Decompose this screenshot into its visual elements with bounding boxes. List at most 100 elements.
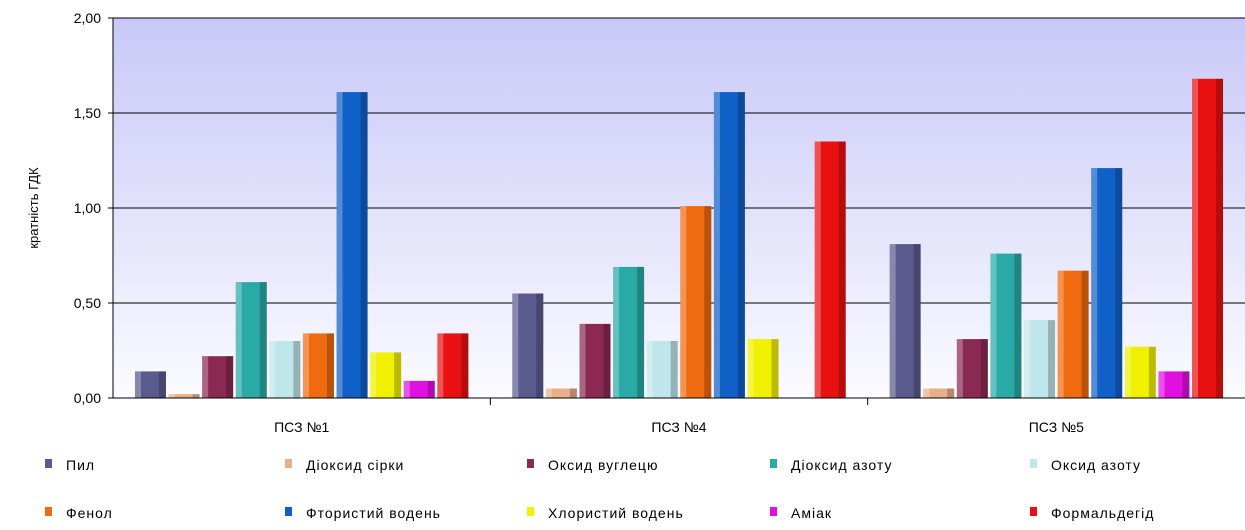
bar	[336, 92, 368, 398]
legend-label: Діоксид сірки	[306, 457, 404, 473]
bar-shade	[1048, 320, 1056, 398]
bar	[713, 92, 745, 398]
bar-shade	[360, 92, 368, 398]
bar	[613, 266, 645, 398]
bar	[1158, 371, 1190, 398]
bar	[512, 293, 544, 398]
bar-highlight	[889, 244, 896, 398]
bar-highlight	[923, 388, 930, 398]
bar-highlight	[713, 92, 720, 398]
gridlines	[113, 17, 1245, 304]
bar	[302, 333, 334, 398]
bar-highlight	[680, 206, 687, 398]
bar	[990, 253, 1022, 398]
bar-shade	[1148, 346, 1156, 398]
bar-shade	[980, 339, 988, 398]
bar-shade	[947, 388, 955, 398]
bar	[545, 388, 577, 398]
bar-highlight	[1192, 78, 1199, 399]
bar	[1192, 78, 1224, 399]
bars	[134, 78, 1224, 399]
bar-highlight	[302, 333, 309, 398]
bar-highlight	[269, 341, 276, 398]
bar	[923, 388, 955, 398]
legend-swatch	[45, 459, 52, 468]
legend-label: Аміак	[791, 505, 832, 521]
x-category-label: ПСЗ №4	[651, 419, 706, 435]
y-tick-label: 0,50	[74, 295, 101, 311]
legend-swatch	[285, 459, 292, 468]
bar	[889, 244, 921, 398]
bar-shade	[1115, 168, 1123, 398]
bar	[269, 341, 301, 398]
bar-shade	[771, 339, 779, 398]
bar-highlight	[1057, 270, 1064, 398]
bar-shade	[326, 333, 334, 398]
bar	[1057, 270, 1089, 398]
y-tick-label: 1,50	[74, 105, 101, 121]
x-category-labels: ПСЗ №1 ПСЗ №4 ПСЗ №5	[274, 419, 1084, 435]
legend-swatch	[527, 507, 534, 516]
bar	[680, 206, 712, 398]
bar	[134, 371, 166, 398]
bar-highlight	[336, 92, 343, 398]
bar-highlight	[512, 293, 519, 398]
bar	[1024, 320, 1056, 398]
bar-highlight	[370, 352, 377, 398]
bar	[646, 341, 678, 398]
bar	[1091, 168, 1123, 398]
bar-shade	[670, 341, 678, 398]
legend-swatch	[770, 459, 777, 468]
legend-label: Оксид вуглецю	[548, 457, 658, 473]
bar-highlight	[990, 253, 997, 398]
legend-label: Хлористий водень	[548, 505, 684, 521]
bar-highlight	[202, 356, 209, 398]
bar-shade	[704, 206, 712, 398]
bar-highlight	[168, 394, 175, 398]
bar-shade	[293, 341, 301, 398]
bar-shade	[569, 388, 577, 398]
bar-shade	[226, 356, 234, 398]
y-tick-label: 1,00	[74, 200, 101, 216]
x-category-label: ПСЗ №1	[274, 419, 329, 435]
legend-swatch	[1030, 507, 1037, 516]
bar-shade	[913, 244, 921, 398]
legend-label: Формальдегід	[1051, 505, 1154, 521]
y-tick-label: 2,00	[74, 10, 101, 26]
bar-shade	[158, 371, 166, 398]
bar-highlight	[1158, 371, 1165, 398]
bar	[956, 339, 988, 398]
bar	[235, 282, 267, 398]
bar-shade	[603, 323, 611, 398]
bar	[579, 323, 611, 398]
bar-highlight	[1124, 346, 1131, 398]
bar-highlight	[1024, 320, 1031, 398]
bar	[202, 356, 234, 398]
legend-swatch	[285, 507, 292, 516]
y-tick-labels: 0,00 0,50 1,00 1,50 2,00	[74, 10, 113, 406]
bar-highlight	[403, 380, 410, 398]
bar	[1124, 346, 1156, 398]
bar-shade	[1182, 371, 1190, 398]
bar-shade	[637, 266, 645, 398]
bar	[168, 394, 200, 398]
bar-shade	[536, 293, 544, 398]
legend-swatch	[527, 459, 534, 468]
bar-highlight	[814, 141, 821, 398]
bar-highlight	[545, 388, 552, 398]
bar	[370, 352, 402, 398]
bar-shade	[192, 394, 200, 398]
bar-shade	[427, 380, 435, 398]
bar	[814, 141, 846, 398]
legend-label: Фтористий водень	[306, 505, 441, 521]
bar-shade	[394, 352, 402, 398]
bar-highlight	[437, 333, 444, 398]
bar	[403, 380, 435, 398]
bar-highlight	[579, 323, 586, 398]
bar-highlight	[1091, 168, 1098, 398]
legend-label: Діоксид азоту	[791, 457, 892, 473]
legend-label: Пил	[66, 457, 95, 473]
legend-label: Фенол	[66, 505, 113, 521]
bar-highlight	[747, 339, 754, 398]
